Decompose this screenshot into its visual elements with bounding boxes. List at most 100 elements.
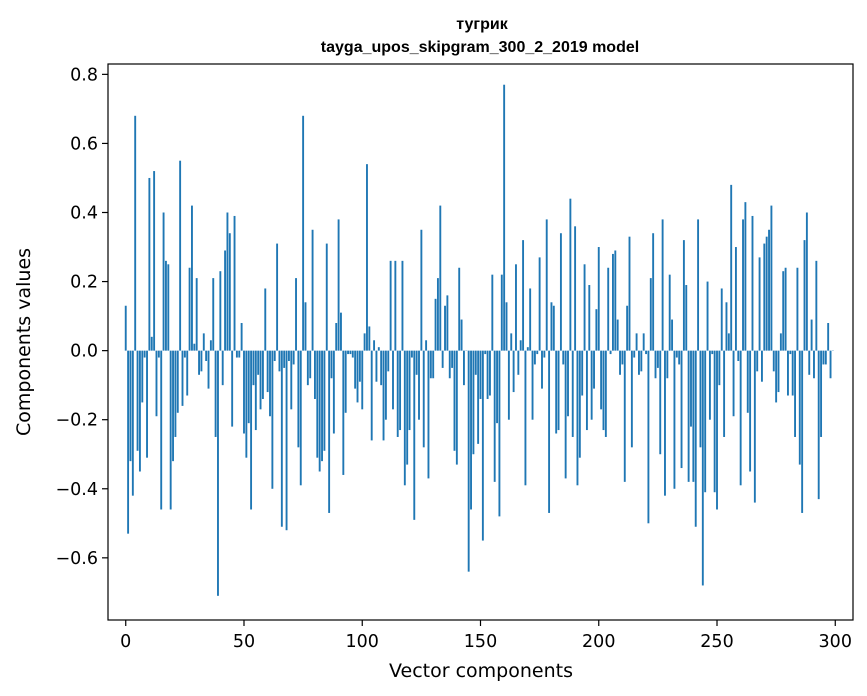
bar: [602, 350, 605, 431]
plot-frame: [107, 63, 854, 621]
bar: [531, 350, 534, 420]
bar: [654, 350, 657, 379]
x-axis-label: Vector components: [389, 660, 573, 682]
bar: [250, 350, 253, 510]
bar: [524, 350, 527, 486]
bar: [711, 350, 714, 355]
bar: [295, 278, 297, 351]
bar: [550, 302, 553, 351]
bar: [675, 350, 678, 358]
bar: [564, 350, 567, 479]
bar: [671, 319, 674, 351]
bar: [690, 350, 692, 427]
bar: [243, 350, 245, 434]
bar: [708, 350, 711, 420]
bar: [730, 184, 733, 351]
bar: [597, 247, 600, 351]
bar: [325, 243, 328, 351]
y-tick-label: 0.2: [70, 273, 98, 293]
bar: [429, 350, 432, 379]
bar: [642, 333, 645, 351]
x-tick-label: 50: [233, 632, 255, 652]
bar: [153, 171, 156, 351]
bar: [460, 319, 463, 351]
bar: [772, 350, 775, 372]
bar: [612, 253, 614, 351]
bar: [335, 323, 338, 351]
bar: [746, 350, 749, 413]
y-tick-label: 0.6: [70, 134, 98, 154]
bar: [763, 243, 766, 351]
bar: [630, 350, 633, 448]
bar: [269, 350, 271, 417]
bar: [820, 350, 823, 437]
bar: [408, 350, 411, 431]
bar: [815, 260, 818, 351]
x-axis-ticks: 0 50 100 150 200 250 300: [120, 620, 852, 652]
bar: [574, 226, 577, 351]
bar: [240, 323, 243, 351]
x-tick-label: 150: [464, 632, 497, 652]
bar: [742, 219, 744, 351]
bar: [138, 350, 141, 472]
bar: [235, 350, 238, 358]
bar: [489, 350, 491, 396]
bar: [129, 350, 132, 462]
bar: [309, 350, 312, 379]
bar: [503, 84, 506, 351]
bar: [734, 247, 737, 351]
bar: [687, 350, 690, 482]
bar: [512, 350, 515, 393]
bar: [737, 350, 740, 361]
bar: [536, 350, 539, 355]
bar: [314, 350, 316, 399]
x-tick-label: 200: [582, 632, 615, 652]
bar: [727, 333, 730, 351]
bar: [195, 278, 198, 351]
bar: [382, 350, 385, 441]
bar: [678, 350, 681, 365]
bar: [252, 350, 255, 386]
bar: [749, 350, 752, 472]
bar: [578, 350, 581, 458]
bar: [127, 350, 130, 534]
bar: [389, 260, 392, 351]
bar: [652, 233, 655, 351]
bar: [805, 212, 808, 351]
bar: [621, 350, 624, 365]
bar: [619, 350, 621, 375]
bar: [406, 350, 409, 465]
x-tick-label: 300: [819, 632, 852, 652]
bar: [377, 347, 380, 351]
bar: [280, 350, 283, 527]
bar: [583, 264, 586, 351]
bar: [148, 177, 151, 351]
bar: [172, 350, 174, 462]
bar: [694, 350, 697, 527]
bar: [363, 333, 366, 351]
bar: [510, 333, 513, 351]
bar: [366, 164, 368, 351]
bar: [808, 350, 811, 375]
bar: [380, 350, 383, 386]
bar: [247, 350, 250, 424]
bar: [493, 350, 496, 482]
bar: [143, 350, 146, 358]
bar: [403, 350, 406, 486]
bar: [264, 288, 267, 351]
bar: [354, 350, 357, 389]
bar: [261, 350, 264, 399]
bar: [569, 198, 572, 351]
bar: [638, 350, 640, 375]
bar: [758, 257, 761, 351]
bar: [789, 350, 792, 355]
bar: [798, 350, 801, 465]
bar: [318, 350, 321, 472]
bar: [238, 350, 241, 358]
bar: [813, 350, 815, 379]
bar: [515, 264, 517, 351]
bar: [600, 350, 603, 410]
bar: [219, 271, 222, 351]
bar: [477, 350, 480, 444]
bar: [287, 350, 290, 361]
